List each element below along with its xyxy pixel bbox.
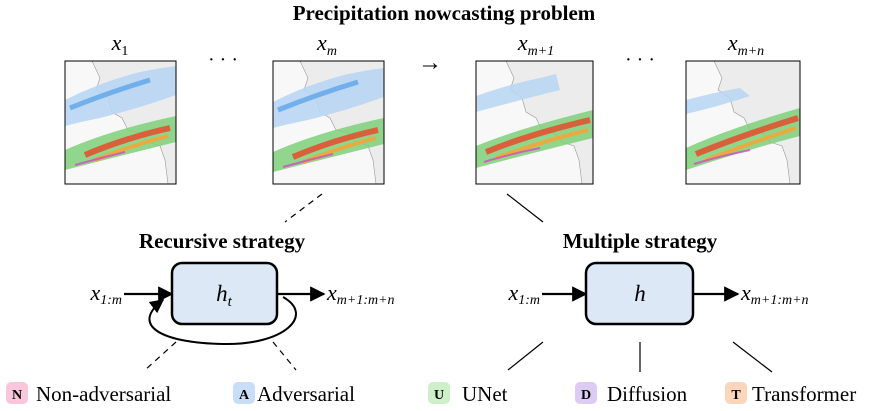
multiple-input: x1:m [507, 280, 540, 308]
multiple-heading: Multiple strategy [563, 229, 718, 253]
frame-label-m1: xm+1 [517, 30, 554, 59]
sequence-arrow: → [418, 50, 442, 76]
svg-text:D: D [581, 388, 591, 403]
radar-map-m [272, 60, 385, 185]
badge-u-icon [428, 382, 450, 404]
svg-text:U: U [434, 388, 444, 403]
connector-recursive [284, 193, 323, 223]
recursive-heading: Recursive strategy [139, 229, 306, 253]
category-label: Transformer [752, 382, 856, 406]
connector-non-adversarial [144, 341, 177, 371]
category-adversarial: A Adversarial [233, 382, 355, 406]
category-label: Diffusion [607, 382, 688, 406]
category-diffusion: D Diffusion [575, 382, 688, 406]
radar-map-m1 [475, 60, 594, 185]
ellipsis-right: · · · [625, 49, 655, 71]
ellipsis-left: · · · [208, 49, 238, 71]
category-label: UNet [462, 382, 508, 406]
badge-t-icon [725, 382, 747, 404]
category-label: Adversarial [257, 382, 355, 406]
connector-multiple [506, 193, 544, 223]
connector-unet [507, 341, 544, 371]
multiple-model-label: h [634, 281, 646, 306]
recursive-model-label: ht [216, 281, 233, 310]
recursive-flow: x1:m ht xm+1:m+n [89, 261, 395, 346]
connector-adversarial [272, 341, 297, 371]
category-unet: U UNet [428, 382, 508, 406]
radar-map-mn [685, 60, 801, 185]
recursive-output: xm+1:m+n [326, 280, 395, 308]
radar-map-1 [64, 60, 177, 185]
category-label: Non-adversarial [36, 382, 171, 406]
frame-label-1: x1 [111, 30, 129, 59]
svg-text:N: N [12, 388, 22, 403]
frame-label-m: xm [316, 30, 337, 59]
multiple-output: xm+1:m+n [740, 280, 809, 308]
badge-d-icon [575, 382, 597, 404]
connector-transformer [732, 341, 773, 373]
category-non-adversarial: N Non-adversarial [6, 382, 171, 406]
svg-text:A: A [239, 388, 250, 403]
badge-n-icon [6, 382, 28, 404]
multiple-flow: x1:m h xm+1:m+n [507, 261, 809, 326]
frame-label-mn: xm+n [727, 30, 764, 59]
badge-a-icon [233, 382, 255, 404]
recursive-input: x1:m [89, 280, 122, 308]
diagram-title: Precipitation nowcasting problem [293, 1, 596, 25]
recursive-loop-arrow [148, 296, 297, 346]
svg-text:T: T [731, 388, 741, 403]
category-transformer: T Transformer [725, 382, 856, 406]
